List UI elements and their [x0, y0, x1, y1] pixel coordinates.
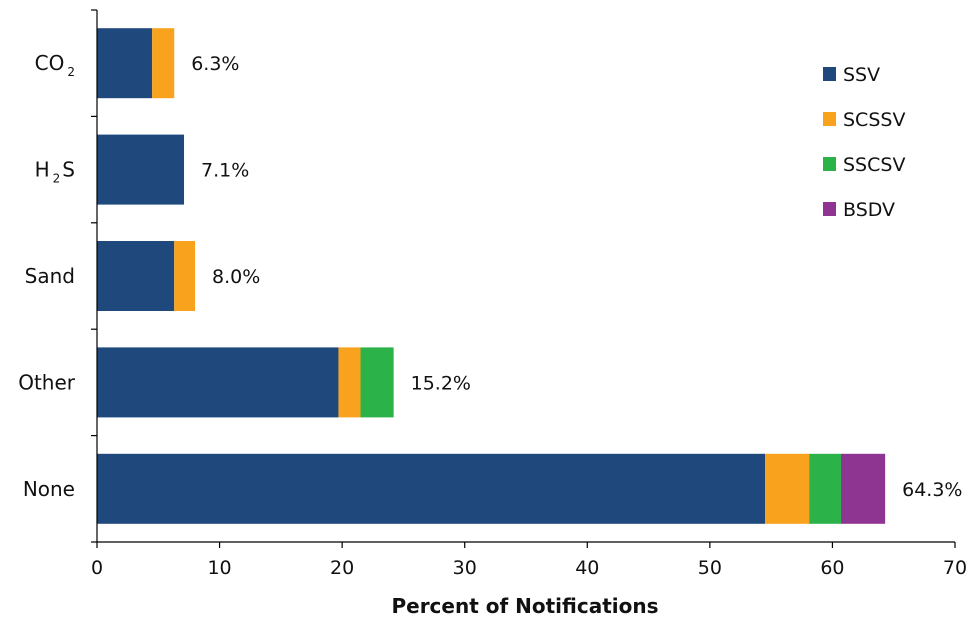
total-label-other: 15.2% — [411, 372, 471, 394]
bar-other-ssv — [97, 347, 339, 418]
y-axis — [91, 9, 98, 543]
legend-label-scssv: SCSSV — [843, 109, 905, 131]
x-tick-label: 10 — [207, 557, 231, 579]
bar-none-ssv — [97, 453, 766, 524]
legend-swatch-bsdv — [823, 202, 836, 216]
category-label-other: Other — [18, 370, 76, 394]
legend-swatch-sscsv — [823, 157, 836, 171]
legend-label-bsdv: BSDV — [843, 199, 895, 221]
bar-sand-ssv — [97, 241, 175, 311]
legend-swatch-scssv — [823, 112, 836, 126]
bar-h2s-ssv — [97, 134, 185, 205]
bar-other-scssv — [338, 347, 361, 418]
bars-layer — [97, 28, 886, 524]
total-label-h2s: 7.1% — [201, 160, 249, 182]
bar-none-sscsv — [809, 453, 842, 524]
x-tick-label: 50 — [698, 557, 722, 579]
x-tick-label: 20 — [330, 557, 354, 579]
legend-label-ssv: SSV — [843, 64, 880, 86]
legend: SSV SCSSV SSCSV BSDV — [823, 64, 905, 221]
legend-swatch-ssv — [823, 67, 836, 81]
x-tick-label: 30 — [453, 557, 477, 579]
x-tick-label: 40 — [575, 557, 599, 579]
x-axis-title: Percent of Notifications — [391, 594, 658, 618]
bar-none-bsdv — [841, 453, 886, 524]
legend-label-sscsv: SSCSV — [843, 154, 905, 176]
total-labels: 6.3% 7.1% 8.0% 15.2% 64.3% — [191, 53, 962, 501]
x-tick-label: 60 — [820, 557, 844, 579]
x-tick-label: 0 — [91, 557, 103, 579]
category-label-sand: Sand — [25, 264, 75, 288]
category-label-none: None — [23, 477, 75, 501]
total-label-sand: 8.0% — [212, 266, 260, 288]
x-tick-label: 70 — [943, 557, 967, 579]
bar-co2-scssv — [152, 28, 175, 99]
bar-other-sscsv — [360, 347, 394, 418]
x-axis: 0 10 20 30 40 50 60 70 — [91, 541, 967, 579]
category-label-co2: CO 2 — [35, 51, 75, 79]
category-labels: CO 2 H 2 S Sand Other None — [18, 51, 76, 501]
total-label-co2: 6.3% — [191, 53, 239, 75]
bar-none-scssv — [765, 453, 810, 524]
total-label-none: 64.3% — [902, 479, 962, 501]
bar-co2-ssv — [97, 28, 153, 99]
bar-sand-scssv — [174, 241, 196, 311]
